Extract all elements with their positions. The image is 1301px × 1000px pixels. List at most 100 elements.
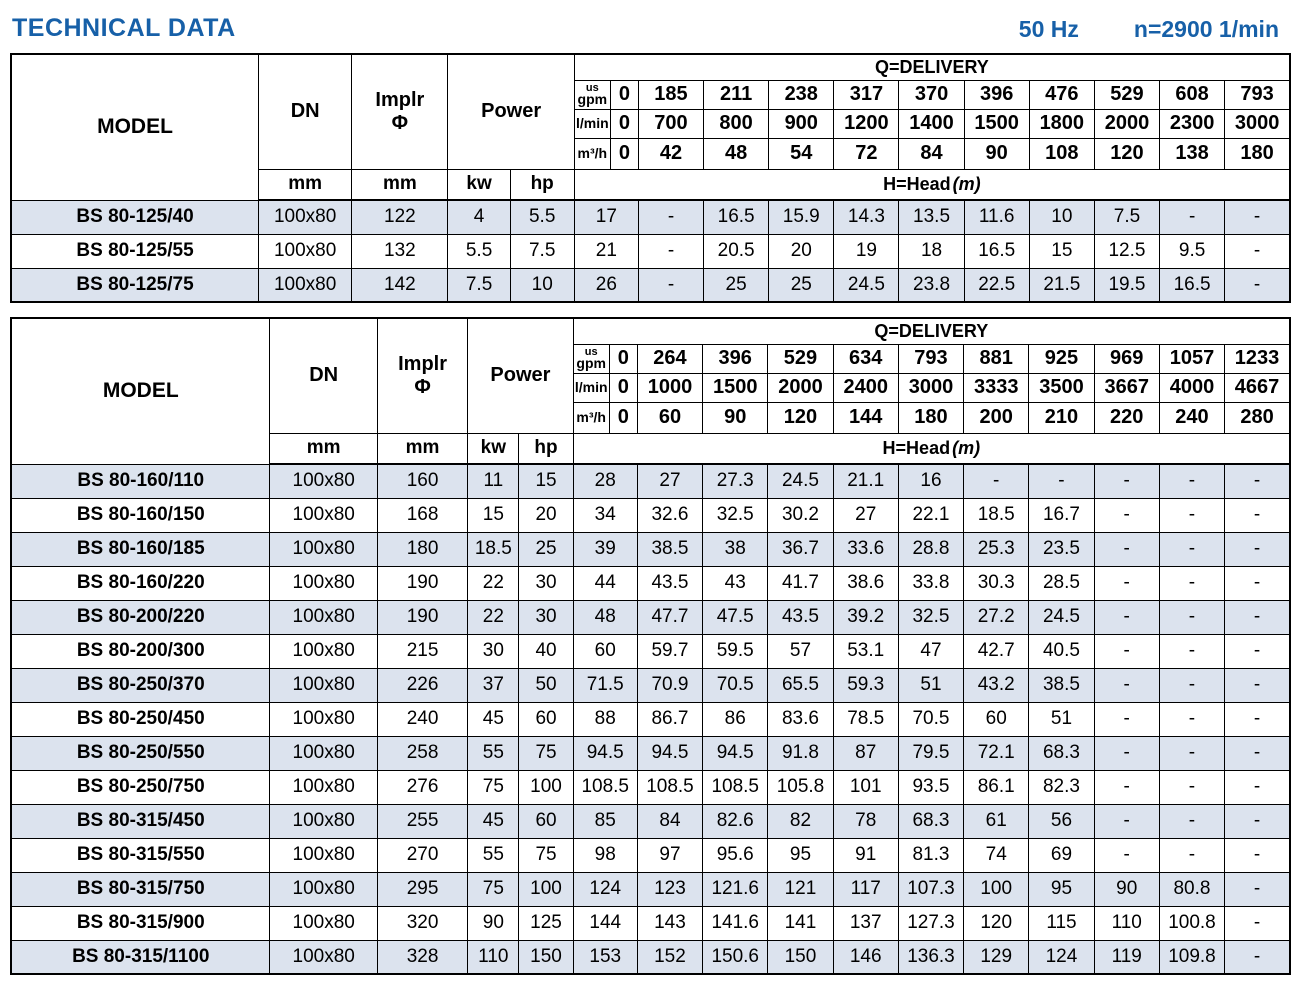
head-value-cell: 42.7 [963,633,1030,669]
head-value-cell: - [1224,463,1291,499]
head-value-cell: 22.5 [963,267,1030,303]
dn-cell: 100x80 [269,871,378,907]
delivery-flow-value: 317 [833,79,900,110]
table-row: BS 80-315/1100 100x80 328 110 150 153 152 150.6… [10,939,1291,975]
head-value-cell: 17 [573,199,639,235]
model-cell: BS 80-125/40 [10,199,260,235]
head-value-cell: 34 [572,497,638,533]
head-value-cell: - [1224,233,1291,269]
table-header: MODEL DN Implr Φ Power Q=DELIVERY us gpm 0 264 396… [10,317,1291,465]
model-cell: BS 80-160/220 [10,565,271,601]
head-value-cell: 115 [1028,905,1095,941]
unit-m3h-label: m³/h [572,401,610,434]
delivery-flow-value: 2300 [1159,108,1226,139]
head-value-cell: 81.3 [897,837,965,873]
impeller-diameter-cell: 270 [376,837,469,873]
head-value-cell: - [1093,667,1160,703]
unit-m3h-label: m³/h [573,137,611,170]
power-kw-cell: 4 [447,199,511,235]
delivery-flow-value: 793 [1224,79,1291,110]
head-value-cell: - [1158,837,1226,873]
head-value-cell: 105.8 [767,769,834,805]
delivery-flow-value: 200 [963,401,1030,434]
table-header: MODEL DN Implr Φ Power Q=DELIVERY us gpm 0 185 211… [10,53,1291,201]
delivery-flow-value: 180 [897,401,965,434]
delivery-flow-value: 211 [703,79,770,110]
delivery-flow-value: 3333 [963,372,1030,403]
head-value-cell: 38.5 [1028,667,1095,703]
head-value-cell: 53.1 [832,633,899,669]
power-hp-cell: 40 [518,633,574,669]
head-value-cell: - [1093,565,1160,601]
head-value-cell: 121 [767,871,834,907]
table-row: BS 80-315/550 100x80 270 55 75 98 97 95.6 95 91 81… [10,837,1291,873]
head-value-cell: 143 [636,905,704,941]
delivery-flow-value: 529 [767,343,834,374]
table-row: BS 80-250/450 100x80 240 45 60 88 86.7 86 83.6 78… [10,701,1291,737]
power-hp-cell: 30 [518,565,574,601]
head-value-cell: 39 [572,531,638,567]
speed-label: n=2900 1/min [1133,16,1279,42]
head-value-cell: 39.2 [832,599,899,635]
head-value-cell: 20 [768,233,835,269]
head-value-cell: 83.6 [767,701,834,737]
head-value-cell: 82 [767,803,834,839]
head-value-cell: 11.6 [963,199,1030,235]
delivery-flow-value: 60 [636,401,704,434]
head-value-cell: - [1093,599,1160,635]
impeller-diameter-cell: 328 [376,939,469,975]
power-hp-cell: 125 [518,905,574,941]
table-row: BS 80-160/185 100x80 180 18.5 25 39 38.5 38 36.7… [10,531,1291,567]
dn-cell: 100x80 [269,735,378,771]
delivery-flow-value: 529 [1093,79,1161,110]
table-row: BS 80-315/450 100x80 255 45 60 85 84 82.6 82 78 68… [10,803,1291,839]
head-value-cell: - [1093,769,1160,805]
dn-header: DN [269,317,378,434]
head-value-cell: - [1158,497,1226,533]
head-value-cell: 86 [702,701,769,737]
unit-lmin-label: l/min [572,372,610,403]
dn-cell: 100x80 [269,463,378,499]
delivery-flow-value: 210 [1028,401,1095,434]
head-value-cell: 21.5 [1028,267,1095,303]
table-body: BS 80-125/40 100x80 122 4 5.5 17-16.5 15.9 14.3… [10,199,1291,303]
head-value-cell: 82.3 [1028,769,1095,805]
head-value-cell: 124 [572,871,638,907]
power-kw-cell: 110 [467,939,520,975]
head-value-cell: - [1224,701,1291,737]
impeller-diameter-cell: 255 [376,803,469,839]
power-kw-cell: 18.5 [467,531,520,567]
head-value-cell: 47 [897,633,965,669]
head-value-cell: - [1224,667,1291,703]
dn-mm-label: mm [269,432,378,465]
head-value-cell: 48 [572,599,638,635]
delivery-flow-value: 1400 [898,108,965,139]
head-unit-label: (m) [952,173,981,194]
power-hp-cell: 20 [518,497,574,533]
head-value-cell: - [1158,463,1226,499]
impeller-diameter-cell: 215 [376,633,469,669]
delivery-flow-value: 42 [637,137,705,170]
tables-container: MODEL DN Implr Φ Power Q=DELIVERY us gpm 0 185 211… [0,53,1301,975]
head-value-cell: 57 [767,633,834,669]
table-row: BS 80-250/550 100x80 258 55 75 94.5 94.5 94.5 91… [10,735,1291,771]
impeller-diameter-cell: 122 [351,199,449,235]
head-value-cell: 38.5 [636,531,704,567]
head-value-cell: 124 [1028,939,1095,975]
model-cell: BS 80-160/185 [10,531,271,567]
power-kw-cell: 45 [467,701,520,737]
head-value-cell: 95 [767,837,834,873]
power-hp-cell: 150 [518,939,574,975]
dn-cell: 100x80 [258,267,353,303]
head-value-cell: 43 [702,565,769,601]
head-value-cell: 88 [572,701,638,737]
head-value-cell: 129 [963,939,1030,975]
table-row: BS 80-160/110 100x80 160 11 15 28 27 27.3 24.5 21… [10,463,1291,499]
power-hp-cell: 75 [518,837,574,873]
power-hp-cell: 75 [518,735,574,771]
head-value-cell: - [1158,565,1226,601]
power-kw-cell: 55 [467,837,520,873]
head-value-cell: 24.5 [1028,599,1095,635]
head-value-cell: 9.5 [1159,233,1226,269]
head-value-cell: 91 [832,837,899,873]
